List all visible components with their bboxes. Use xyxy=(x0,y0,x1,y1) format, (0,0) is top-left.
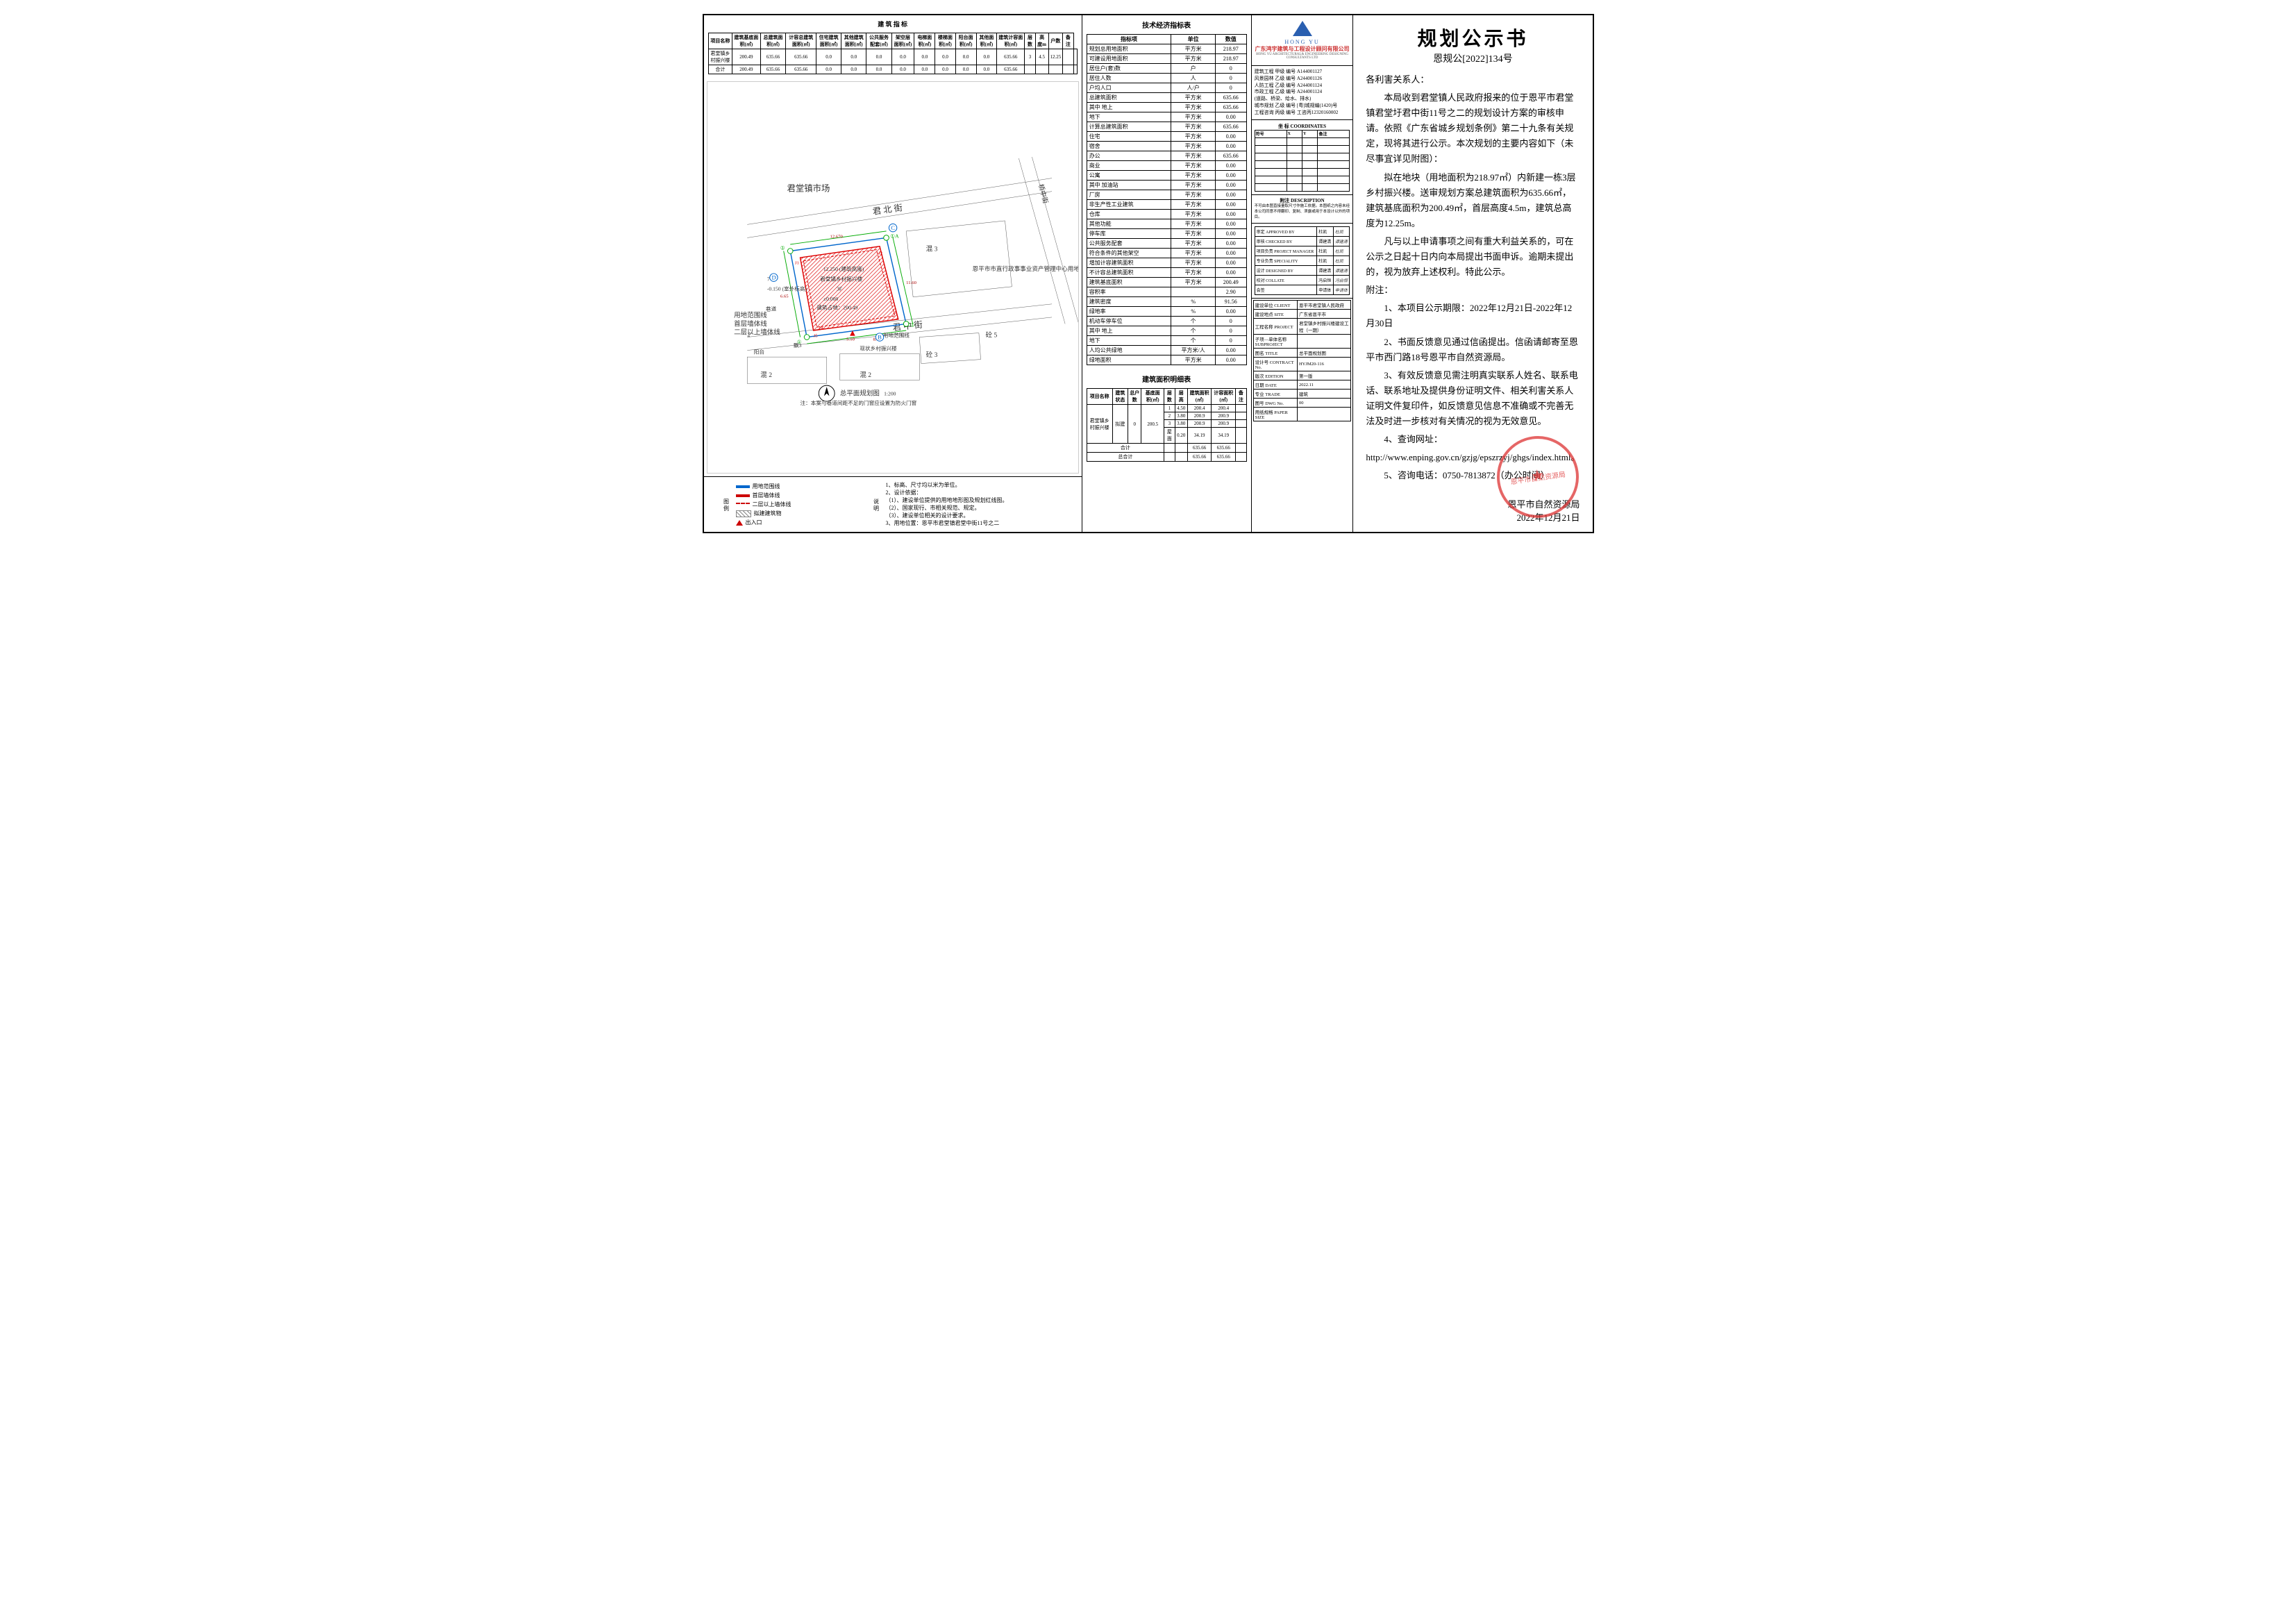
svg-text:用地范围线: 用地范围线 xyxy=(734,311,767,319)
svg-text:J5: J5 xyxy=(813,334,818,339)
notice-body: 各利害关系人： 本局收到君堂镇人民政府报来的位于恩平市君堂镇君堂圩君中街11号之… xyxy=(1366,72,1579,483)
svg-text:君堂镇乡村振兴楼: 君堂镇乡村振兴楼 xyxy=(820,275,862,282)
svg-text:用地范围线: 用地范围线 xyxy=(882,332,910,339)
svg-text:巷道: 巷道 xyxy=(765,305,776,312)
label-mix2: 混 2 xyxy=(760,371,772,379)
label-market: 君堂镇市场 xyxy=(787,183,830,194)
label-asset: 恩平市市直行政事事业资产管理中心用地 xyxy=(972,265,1078,272)
summary-caption: 建 筑 指 标 xyxy=(704,19,1082,28)
star-icon: ★ xyxy=(1530,466,1545,485)
svg-text:现状乡村振兴楼: 现状乡村振兴楼 xyxy=(860,345,897,352)
drawing-sheet: 建 筑 指 标 项目名称建筑基底面积(㎡)总建筑面积(㎡)计容总建筑面积(㎡)住… xyxy=(703,14,1594,533)
sign-block: 审定 APPROVED BY杜凯杜凯审核 CHECKED BY谭建清谭建清项目负… xyxy=(1252,224,1353,299)
tech-indicator-table: 指标项 单位 数值 规划总用地面积平方米218.97可建设用地面积平方米218.… xyxy=(1087,34,1247,365)
svg-text:6.65: 6.65 xyxy=(780,294,788,299)
svg-text:①: ① xyxy=(780,245,785,251)
svg-text:J1: J1 xyxy=(794,261,798,266)
svg-text:3F: 3F xyxy=(837,286,842,292)
svg-text:二层以上墙体线: 二层以上墙体线 xyxy=(734,328,780,337)
area-detail-table: 项目名称建筑状态总户数基底面积(㎡)层数层高建筑面积(㎡)计容面积(㎡)备注 君… xyxy=(1087,388,1247,462)
svg-text:J4: J4 xyxy=(819,326,823,330)
svg-text:5.10: 5.10 xyxy=(846,337,855,342)
cert-block: 建筑工程 甲级 编号 A144001127风景园林 乙级 编号 A2440011… xyxy=(1252,66,1353,120)
svg-text:C: C xyxy=(891,224,895,231)
site-plan: 君堂镇市场 君 北 街 君 中 街 桥中街 混 3 恩平市市直行政事事业资产管理… xyxy=(707,81,1079,474)
svg-text:12.250 (建筑高度): 12.250 (建筑高度) xyxy=(823,265,864,272)
label-yangtai: 阳台 xyxy=(753,348,764,355)
notice-docno: 恩规公[2022]134号 xyxy=(1366,51,1579,65)
svg-text:①: ① xyxy=(796,339,801,345)
area-caption: 建筑面积明细表 xyxy=(1082,374,1251,384)
note-block: 附注 DESCRIPTION 不可由本图直接量取尺寸作施工依据。本图纸之内容未经… xyxy=(1252,195,1353,224)
notice-panel: 规划公示书 恩规公[2022]134号 各利害关系人： 本局收到君堂镇人民政府报… xyxy=(1353,15,1592,532)
coord-block: 坐 标 COORDINATES 符号XY备注 xyxy=(1252,120,1353,195)
label-tong5: 砼 5 xyxy=(985,331,997,340)
svg-text:12.670: 12.670 xyxy=(830,234,843,239)
mid-panel: 技术经济指标表 指标项 单位 数值 规划总用地面积平方米218.97可建设用地面… xyxy=(1082,15,1252,532)
label-bridge: 桥中街 xyxy=(1037,183,1050,205)
plan-title: 总平面规划图 1:200 xyxy=(839,389,896,397)
svg-text:J3: J3 xyxy=(893,310,898,315)
project-info-block: 建设单位 CLIENT恩平市君堂镇人民政府建设地点 SITE广东省恩平市工程名称… xyxy=(1252,299,1353,423)
svg-text:B: B xyxy=(878,333,882,340)
label-mix2b: 混 2 xyxy=(860,371,871,379)
svg-text:J2: J2 xyxy=(878,251,882,256)
svg-text:11.60: 11.60 xyxy=(906,281,916,285)
svg-text:建筑占地：200.49: 建筑占地：200.49 xyxy=(816,303,857,310)
left-panel: 建 筑 指 标 项目名称建筑基底面积(㎡)总建筑面积(㎡)计容总建筑面积(㎡)住… xyxy=(704,15,1082,532)
label-tong3: 砼 3 xyxy=(925,351,937,359)
svg-text:①A: ①A xyxy=(890,233,899,239)
notice-title: 规划公示书 xyxy=(1366,24,1579,51)
title-block: HONG YU 广东鸿宇建筑与工程设计顾问有限公司 HONG YU ARCHIT… xyxy=(1252,15,1354,532)
svg-text:-0.150 (室外标高): -0.150 (室外标高) xyxy=(766,285,807,292)
label-num7: 7 xyxy=(766,276,769,282)
summary-table: 项目名称建筑基底面积(㎡)总建筑面积(㎡)计容总建筑面积(㎡)住宅建筑面积(㎡)… xyxy=(708,33,1078,74)
svg-text:注：本案与巷道间距不足的门窗应设置为防火门窗: 注：本案与巷道间距不足的门窗应设置为防火门窗 xyxy=(800,399,916,406)
logo-icon xyxy=(1293,21,1312,36)
legend-box: 图 例 用地范围线首层墙体线二层以上墙体线拟建建筑物出入口 说 明 1、标高、尺… xyxy=(704,476,1082,532)
svg-text:首层墙体线: 首层墙体线 xyxy=(734,319,767,328)
svg-text:±0.000: ±0.000 xyxy=(823,296,838,302)
tech-caption: 技术经济指标表 xyxy=(1082,19,1251,30)
company-logo: HONG YU 广东鸿宇建筑与工程设计顾问有限公司 HONG YU ARCHIT… xyxy=(1252,15,1353,66)
svg-text:D: D xyxy=(771,274,776,281)
label-mix3: 混 3 xyxy=(925,246,937,253)
